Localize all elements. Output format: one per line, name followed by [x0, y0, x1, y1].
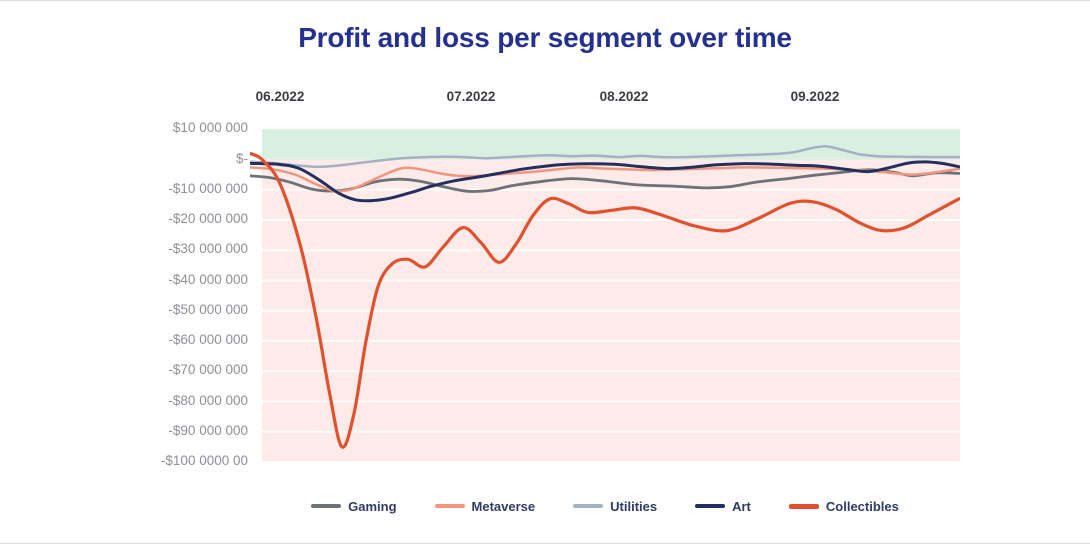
y-tick-label--70: -$70 000 000 — [168, 362, 248, 378]
series-line-utilities — [250, 145, 960, 169]
legend-swatch-collectibles — [788, 503, 819, 509]
legend-label-gaming: Gaming — [348, 498, 397, 514]
plot-area — [250, 129, 960, 463]
chart-title: Profit and loss per segment over time — [298, 22, 792, 53]
legend-swatch-metaverse — [434, 504, 465, 508]
positive-region — [262, 129, 960, 160]
y-tick-label-10: $10 000 000 — [172, 120, 248, 136]
x-tick-label-09.2022: 09.2022 — [790, 89, 840, 104]
legend-item-metaverse[interactable]: Metaverse — [434, 498, 536, 514]
legend-swatch-gaming — [311, 504, 342, 508]
y-tick-label--10: -$10 000 000 — [168, 180, 248, 196]
chart-legend: Gaming Metaverse Utilities Art Collectibles — [250, 494, 960, 518]
y-tick-label--60: -$60 000 000 — [168, 332, 248, 347]
legend-item-art[interactable]: Art — [695, 499, 751, 514]
legend-item-utilities[interactable]: Utilities — [573, 499, 657, 514]
legend-item-gaming[interactable]: Gaming — [311, 498, 397, 514]
y-tick-label--50: -$50 000 000 — [168, 301, 248, 317]
y-tick-label--100: -$100 0000 00 — [160, 453, 248, 468]
y-tick-label--40: -$40 000 000 — [168, 271, 248, 287]
x-tick-label-08.2022: 08.2022 — [599, 89, 649, 104]
legend-swatch-art — [695, 503, 726, 509]
legend-swatch-utilities — [573, 504, 604, 508]
legend-label-collectibles: Collectibles — [825, 498, 899, 514]
y-tick-label--80: -$80 000 000 — [168, 392, 248, 408]
y-tick-label-0: $- — [235, 150, 248, 166]
legend-label-utilities: Utilities — [610, 498, 658, 514]
legend-label-art: Art — [732, 498, 751, 514]
y-tick-label--20: -$20 000 000 — [168, 211, 248, 226]
series-line-collectibles — [250, 151, 960, 449]
series-line-art — [250, 160, 960, 203]
x-tick-label-06.2022: 06.2022 — [255, 89, 305, 104]
legend-label-metaverse: Metaverse — [471, 498, 536, 514]
legend-item-collectibles[interactable]: Collectibles — [788, 498, 899, 514]
y-tick-label--30: -$30 000 000 — [168, 241, 248, 257]
y-tick-label--90: -$90 000 000 — [168, 422, 248, 438]
frame-border-top — [0, 0, 1090, 1]
x-tick-label-07.2022: 07.2022 — [446, 89, 496, 104]
